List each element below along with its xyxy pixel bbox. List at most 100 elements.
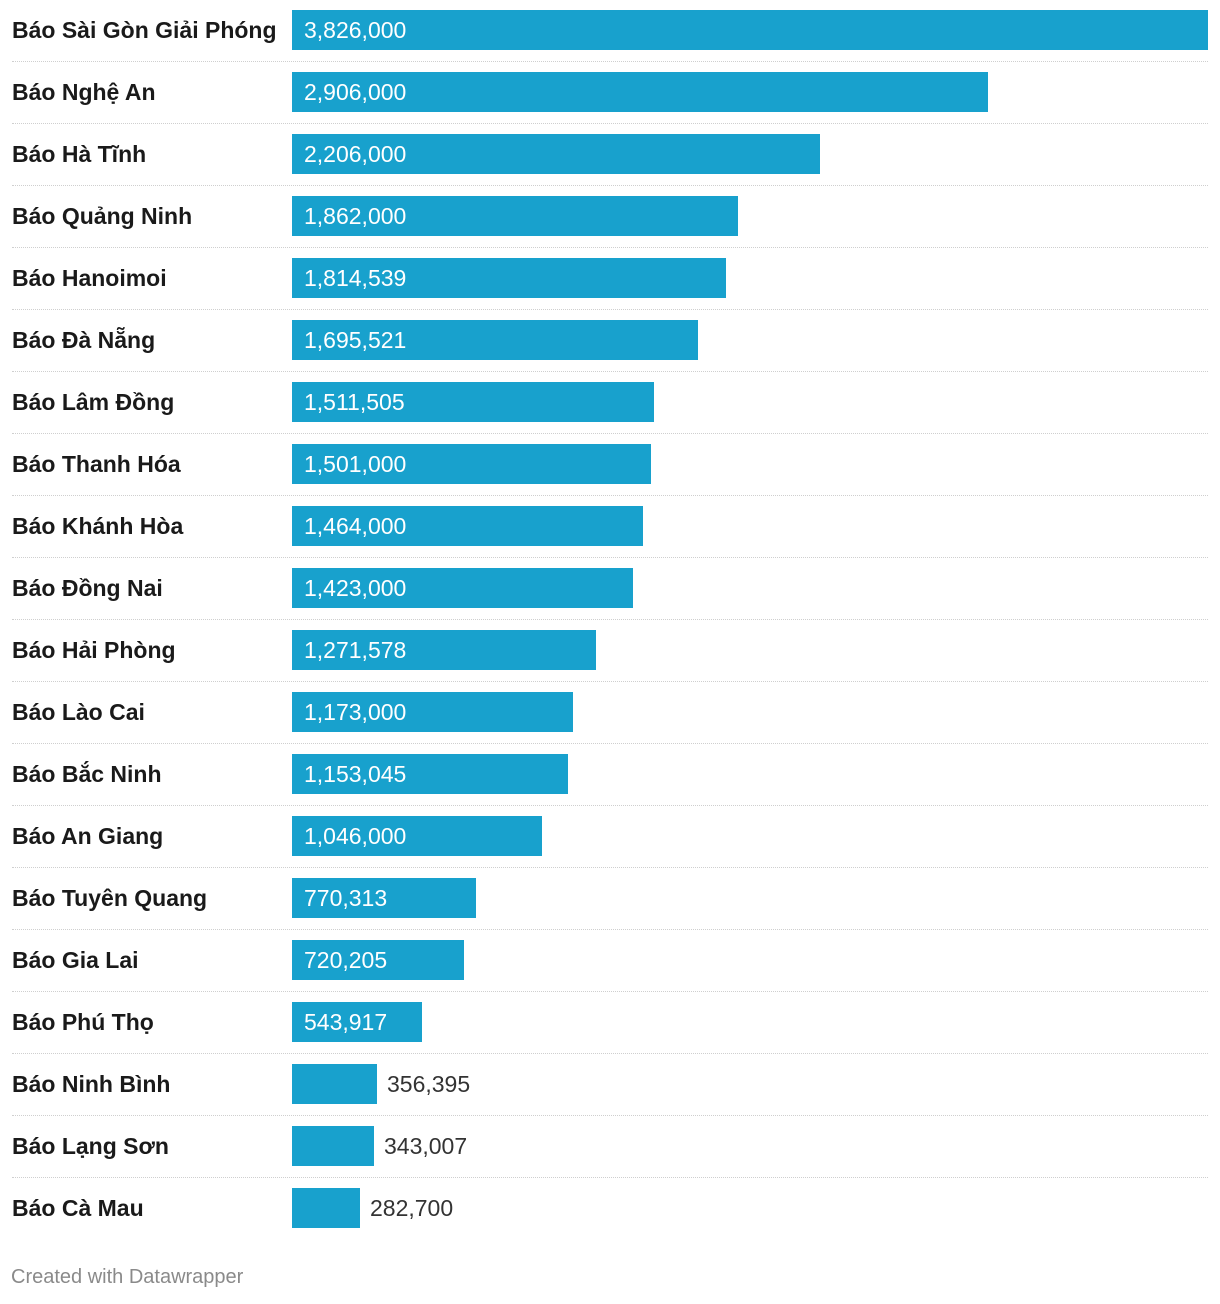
value-label: 1,511,505 — [304, 389, 405, 415]
category-label: Báo Phú Thọ — [12, 1009, 154, 1035]
footer-credit: Created with Datawrapper — [11, 1266, 244, 1288]
bar-row: Báo Thanh Hóa 1,501,000 — [0, 434, 1220, 496]
category-label: Báo Quảng Ninh — [12, 203, 193, 229]
row-divider — [12, 1177, 1208, 1178]
category-label: Báo Lạng Sơn — [12, 1133, 169, 1159]
bar-row: Báo Lào Cai 1,173,000 — [0, 682, 1220, 744]
category-label: Báo Tuyên Quang — [12, 885, 208, 911]
bar — [292, 506, 643, 546]
value-label: 343,007 — [384, 1133, 468, 1159]
bar-row: Báo Bắc Ninh 1,153,045 — [0, 744, 1220, 806]
bar-row: Báo Cà Mau 282,700 — [0, 1178, 1220, 1240]
bar — [292, 692, 573, 732]
category-label: Báo Hà Tĩnh — [12, 141, 147, 167]
bar — [292, 382, 654, 422]
value-label: 770,313 — [304, 885, 388, 911]
bar-row: Báo Hà Tĩnh 2,206,000 — [0, 124, 1220, 186]
category-label: Báo Hanoimoi — [12, 265, 167, 291]
value-label: 3,826,000 — [304, 17, 407, 43]
value-label: 282,700 — [370, 1195, 454, 1221]
row-divider — [12, 1053, 1208, 1054]
category-label: Báo Lâm Đồng — [12, 389, 175, 415]
category-label: Báo Thanh Hóa — [12, 451, 181, 477]
value-label: 2,206,000 — [304, 141, 407, 167]
bar-row: Báo Quảng Ninh 1,862,000 — [0, 186, 1220, 248]
bar-row: Báo Lạng Sơn 343,007 — [0, 1116, 1220, 1178]
row-divider — [12, 185, 1208, 186]
row-divider — [12, 867, 1208, 868]
bar-row: Báo Đồng Nai 1,423,000 — [0, 558, 1220, 620]
category-label: Báo Bắc Ninh — [12, 761, 162, 787]
bar-row: Báo Gia Lai 720,205 — [0, 930, 1220, 992]
value-label: 543,917 — [304, 1009, 388, 1035]
row-divider — [12, 929, 1208, 930]
bar — [292, 1064, 377, 1104]
row-divider — [12, 681, 1208, 682]
bar-row: Báo Nghệ An 2,906,000 — [0, 62, 1220, 124]
row-divider — [12, 743, 1208, 744]
category-label: Báo Ninh Bình — [12, 1071, 171, 1097]
bar-row: Báo Hải Phòng 1,271,578 — [0, 620, 1220, 682]
bar — [292, 10, 1208, 50]
bar — [292, 320, 698, 360]
category-label: Báo Đồng Nai — [12, 575, 163, 601]
category-label: Báo Gia Lai — [12, 947, 139, 973]
row-divider — [12, 123, 1208, 124]
row-divider — [12, 991, 1208, 992]
bar-row: Báo Ninh Bình 356,395 — [0, 1054, 1220, 1116]
bar-row: Báo Hanoimoi 1,814,539 — [0, 248, 1220, 310]
category-label: Báo Sài Gòn Giải Phóng — [12, 17, 277, 43]
bar — [292, 1002, 422, 1042]
row-divider — [12, 619, 1208, 620]
value-label: 1,464,000 — [304, 513, 407, 539]
category-label: Báo Khánh Hòa — [12, 513, 184, 539]
row-divider — [12, 61, 1208, 62]
value-label: 1,814,539 — [304, 265, 407, 291]
bar-chart: Báo Sài Gòn Giải Phóng 3,826,000 Báo Nghệ … — [0, 0, 1220, 1240]
row-divider — [12, 433, 1208, 434]
row-divider — [12, 1115, 1208, 1116]
row-divider — [12, 247, 1208, 248]
bar — [292, 1126, 374, 1166]
row-divider — [12, 371, 1208, 372]
bar — [292, 134, 820, 174]
value-label: 2,906,000 — [304, 79, 407, 105]
bar-row: Báo Sài Gòn Giải Phóng 3,826,000 — [0, 0, 1220, 62]
bar-row: Báo Phú Thọ 543,917 — [0, 992, 1220, 1054]
value-label: 1,695,521 — [304, 327, 407, 353]
bar — [292, 568, 633, 608]
row-divider — [12, 805, 1208, 806]
value-label: 1,153,045 — [304, 761, 407, 787]
value-label: 356,395 — [387, 1071, 471, 1097]
value-label: 720,205 — [304, 947, 388, 973]
bar-row: Báo An Giang 1,046,000 — [0, 806, 1220, 868]
bar — [292, 754, 568, 794]
bar — [292, 258, 726, 298]
value-label: 1,173,000 — [304, 699, 407, 725]
value-label: 1,271,578 — [304, 637, 407, 663]
bar-row: Báo Khánh Hòa 1,464,000 — [0, 496, 1220, 558]
category-label: Báo An Giang — [12, 823, 164, 849]
value-label: 1,423,000 — [304, 575, 407, 601]
bar — [292, 72, 988, 112]
value-label: 1,501,000 — [304, 451, 407, 477]
bar — [292, 444, 651, 484]
category-label: Báo Đà Nẵng — [12, 327, 156, 353]
bar — [292, 878, 476, 918]
category-label: Báo Lào Cai — [12, 699, 145, 725]
bar-row: Báo Tuyên Quang 770,313 — [0, 868, 1220, 930]
row-divider — [12, 309, 1208, 310]
bar — [292, 1188, 360, 1228]
category-label: Báo Hải Phòng — [12, 637, 176, 663]
bar — [292, 630, 596, 670]
bar — [292, 816, 542, 856]
row-divider — [12, 557, 1208, 558]
value-label: 1,046,000 — [304, 823, 407, 849]
bar-row: Báo Lâm Đồng 1,511,505 — [0, 372, 1220, 434]
category-label: Báo Cà Mau — [12, 1195, 144, 1221]
row-divider — [12, 495, 1208, 496]
bar — [292, 196, 738, 236]
value-label: 1,862,000 — [304, 203, 407, 229]
category-label: Báo Nghệ An — [12, 79, 156, 105]
bar-row: Báo Đà Nẵng 1,695,521 — [0, 310, 1220, 372]
